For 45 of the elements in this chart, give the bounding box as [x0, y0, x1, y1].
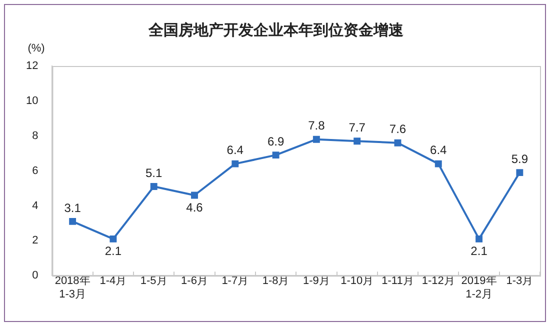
- point: [69, 218, 76, 225]
- point: [394, 139, 402, 146]
- x-tick-label: 1-3月: [506, 275, 534, 288]
- y-tick-label: 0: [32, 270, 38, 282]
- y-tick-label: 2: [32, 234, 38, 247]
- data-label: 6.4: [226, 143, 244, 158]
- y-tick-label: 10: [26, 94, 38, 107]
- y-tick-label: 8: [32, 130, 38, 142]
- y-tick-label: 6: [32, 164, 38, 177]
- x-tick-label: 1-5月: [140, 275, 168, 288]
- x-tick-label: 1-4月: [100, 275, 127, 288]
- point: [312, 136, 320, 143]
- point: [476, 235, 483, 242]
- data-label: 7.8: [308, 118, 326, 133]
- y-tick-label: 12: [26, 60, 38, 72]
- chart-title: 全国房地产开发企业本年到位资金增速: [148, 21, 404, 40]
- data-label: 5.9: [511, 152, 528, 166]
- y-axis-title: (%): [28, 42, 45, 55]
- data-label: 4.6: [186, 200, 204, 215]
- x-tick-label: 1-6月: [181, 275, 208, 288]
- point: [110, 235, 117, 242]
- point: [516, 169, 524, 176]
- data-label: 6.4: [430, 143, 448, 158]
- x-tick-label: 1-8月: [262, 275, 290, 288]
- point: [191, 192, 198, 199]
- x-tick-label: 2019年 1-2月: [461, 275, 497, 300]
- data-label: 7.7: [348, 120, 366, 134]
- point: [272, 152, 280, 159]
- point: [232, 160, 239, 168]
- data-label: 2.1: [470, 244, 488, 258]
- data-label: 6.9: [267, 134, 284, 148]
- point: [354, 138, 361, 145]
- x-tick-label: 1-10月: [340, 275, 374, 288]
- x-tick-label: 1-12月: [422, 275, 455, 288]
- data-label: 5.1: [146, 166, 163, 180]
- x-tick-label: 1-9月: [302, 275, 330, 288]
- point: [434, 160, 442, 168]
- x-tick-label: 1-11月: [382, 275, 414, 288]
- x-tick-label: 2018年 1-3月: [54, 275, 90, 300]
- data-label: 2.1: [104, 244, 122, 258]
- x-tick-label: 1-7月: [222, 275, 249, 288]
- y-tick-label: 4: [32, 200, 38, 212]
- data-label: 3.1: [64, 200, 82, 215]
- data-label: 7.6: [389, 122, 406, 136]
- point: [150, 183, 158, 190]
